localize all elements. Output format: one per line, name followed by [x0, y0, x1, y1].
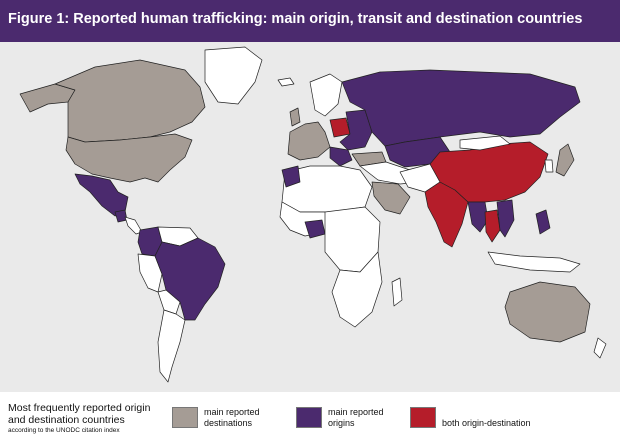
region-uk: [289, 107, 301, 127]
world-map: [19, 46, 607, 383]
region-korea: [544, 159, 554, 173]
region-balkans: [329, 146, 353, 167]
region-myanmar: [467, 201, 489, 233]
legend-label-both: both origin-destination: [442, 418, 531, 428]
region-scandinavia: [309, 73, 343, 117]
legend-swatch-destinations: [172, 407, 198, 428]
figure-title: Figure 1: Reported human trafficking: ma…: [8, 11, 583, 27]
region-japan: [555, 143, 575, 177]
region-canada: [54, 59, 206, 143]
region-mongolia: [459, 135, 511, 151]
region-iceland: [277, 77, 295, 87]
region-philippines: [535, 209, 551, 235]
region-argentina: [157, 309, 186, 383]
region-southern-africa: [331, 251, 383, 328]
region-greenland: [204, 46, 263, 105]
legend-label-origins: main reported origins: [328, 407, 384, 428]
region-central-america: [124, 216, 143, 235]
region-alaska: [19, 83, 76, 113]
map-legend: Most frequently reported origin and dest…: [0, 392, 620, 443]
region-morocco: [281, 165, 301, 188]
figure-header: Figure 1: Reported human trafficking: ma…: [0, 0, 620, 42]
legend-title-line1: Most frequently reported origin: [8, 402, 151, 414]
region-saudi-arabia: [371, 181, 411, 215]
legend-swatch-origins: [296, 407, 322, 428]
legend-title-line2: and destination countries: [8, 414, 125, 426]
legend-label-destinations: main reported destinations: [204, 407, 260, 428]
region-australia: [504, 281, 591, 343]
region-russia: [341, 69, 581, 147]
region-guatemala: [114, 209, 128, 223]
region-thailand: [484, 209, 501, 243]
region-brazil: [154, 237, 226, 321]
region-madagascar: [391, 277, 403, 307]
region-vietnam: [496, 199, 515, 238]
region-indonesia: [487, 251, 581, 273]
region-western-europe: [287, 121, 331, 161]
region-poland: [329, 117, 351, 138]
region-new-zealand: [593, 337, 607, 359]
region-united-states: [65, 133, 193, 183]
legend-swatch-both: [410, 407, 436, 428]
legend-title: Most frequently reported origin and dest…: [8, 402, 150, 435]
legend-subtitle: according to the UNODC citation index: [8, 427, 120, 434]
region-bolivia: [157, 289, 181, 315]
